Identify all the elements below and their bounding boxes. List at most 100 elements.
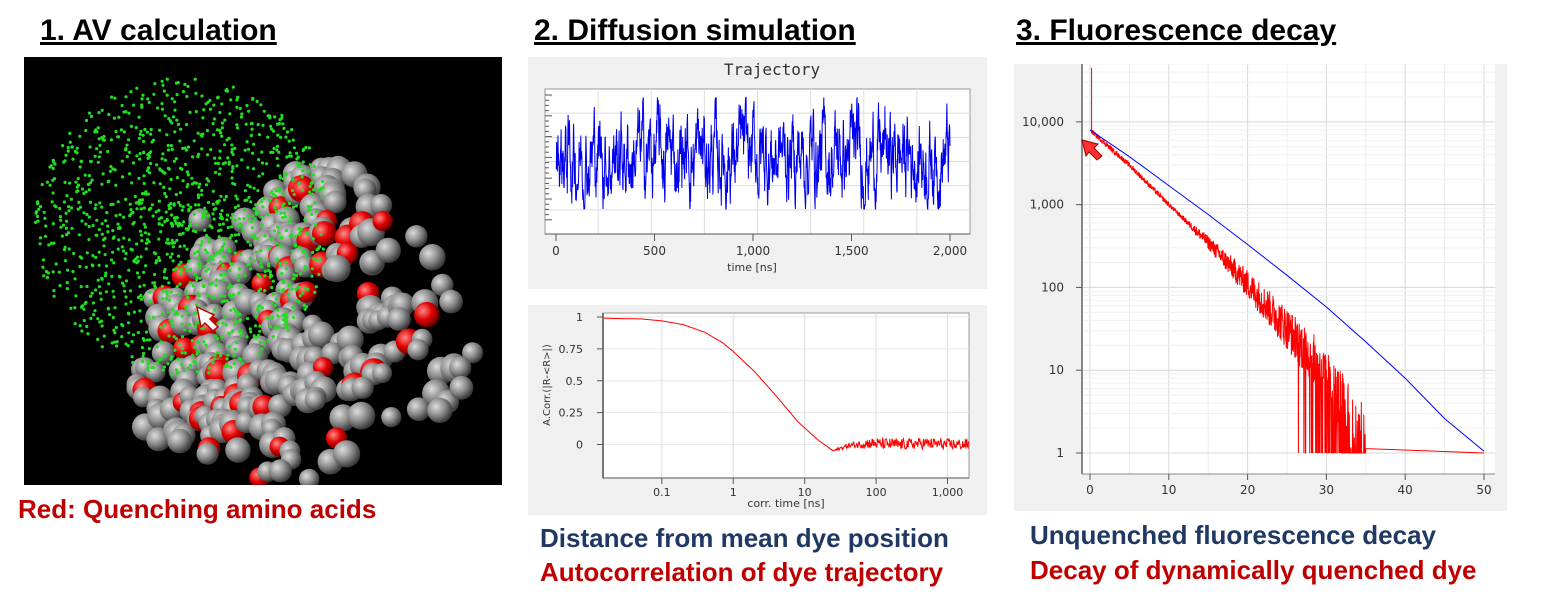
dye-position-dot	[89, 159, 93, 164]
dye-position-dot	[89, 316, 93, 320]
heading-diffusion-simulation: 2. Diffusion simulation	[534, 14, 856, 47]
dye-position-dot	[275, 144, 280, 148]
dye-position-dot	[164, 241, 169, 245]
dye-position-dot	[305, 231, 309, 235]
dye-position-dot	[68, 181, 72, 185]
dye-position-dot	[73, 277, 77, 281]
dye-position-dot	[175, 118, 179, 122]
dye-position-dot	[194, 91, 198, 95]
protein-atom	[276, 264, 297, 285]
dye-position-dot	[109, 138, 113, 142]
dye-position-dot	[301, 291, 305, 295]
dye-position-dot	[231, 152, 235, 156]
dye-position-arrow	[195, 305, 220, 333]
dye-position-dot	[261, 172, 265, 176]
dye-position-dot	[185, 247, 189, 251]
dye-position-dot	[89, 294, 93, 298]
dye-position-dot	[161, 152, 165, 156]
dye-position-dot	[295, 151, 299, 155]
dye-position-dot	[188, 281, 192, 285]
dye-position-dot	[172, 115, 176, 119]
dye-position-dot	[306, 169, 310, 173]
dye-position-dot	[247, 109, 251, 113]
dye-position-dot	[147, 100, 151, 104]
dye-position-dot	[146, 315, 151, 319]
dye-position-dot	[163, 323, 167, 327]
dye-position-dot	[180, 335, 184, 339]
dye-position-dot	[152, 181, 156, 185]
dye-position-dot	[169, 202, 173, 206]
dye-position-dot	[283, 215, 287, 219]
dye-position-dot	[166, 148, 171, 152]
protein-atom	[333, 440, 361, 468]
dye-position-dot	[306, 287, 310, 291]
dye-position-dot	[236, 224, 240, 228]
dye-position-dot	[155, 259, 159, 263]
dye-position-dot	[90, 178, 94, 182]
dye-position-dot	[185, 185, 189, 189]
autocorrelation-ytick-label: 1	[576, 311, 583, 324]
dye-position-dot	[142, 283, 146, 287]
dye-position-dot	[141, 354, 145, 358]
fluorescence-xtick-label: 0	[1086, 483, 1094, 497]
dye-position-dot	[44, 234, 48, 238]
fluorescence-plot-area	[1082, 64, 1495, 474]
dye-position-dot	[116, 222, 120, 226]
dye-position-dot	[129, 208, 133, 212]
dye-position-dot	[172, 335, 176, 339]
dye-position-dot	[58, 215, 63, 219]
dye-position-dot	[64, 153, 68, 157]
dye-position-dot	[197, 203, 201, 207]
dye-position-dot	[219, 354, 223, 358]
dye-position-dot	[281, 177, 285, 181]
dye-position-dot	[108, 313, 112, 317]
dye-position-dot	[116, 135, 121, 139]
dye-position-dot	[174, 337, 178, 341]
dye-position-dot	[82, 211, 86, 215]
dye-position-dot	[99, 297, 103, 301]
dye-position-dot	[183, 328, 187, 332]
dye-position-dot	[165, 292, 169, 296]
dye-position-dot	[134, 201, 138, 205]
dye-position-dot	[143, 225, 147, 229]
protein-atom	[449, 375, 474, 400]
dye-position-dot	[51, 222, 55, 226]
dye-position-dot	[285, 130, 290, 134]
dye-position-dot	[313, 290, 317, 294]
dye-position-dot	[192, 360, 196, 364]
dye-position-dot	[249, 200, 253, 204]
dye-position-dot	[63, 259, 68, 263]
dye-position-dot	[219, 215, 224, 219]
dye-position-dot	[179, 362, 184, 366]
fluorescence-decay-chart-panel: 10,000 1,000 100 10 1 0 10 20 30 40 50	[1014, 63, 1507, 511]
dye-position-dot	[236, 278, 241, 283]
dye-position-dot	[146, 192, 150, 196]
protein-atom	[462, 342, 484, 364]
dye-position-dot	[122, 130, 126, 134]
dye-position-dot	[297, 181, 301, 185]
dye-position-dot	[278, 261, 282, 265]
dye-position-dot	[48, 165, 52, 169]
dye-position-dot	[200, 94, 204, 98]
dye-position-dot	[173, 312, 177, 316]
dye-position-dot	[213, 353, 217, 357]
dye-position-dot	[38, 236, 43, 240]
dye-position-dot	[292, 259, 296, 263]
dye-position-dot	[127, 321, 131, 325]
dye-position-dot	[217, 235, 221, 239]
dye-position-dot	[144, 247, 148, 251]
dye-position-dot	[225, 87, 229, 92]
dye-position-dot	[277, 150, 281, 154]
dye-position-dot	[141, 93, 145, 97]
dye-position-dot	[253, 217, 257, 221]
dye-position-dot	[230, 329, 235, 333]
dye-position-dot	[310, 192, 315, 196]
dye-position-dot	[254, 203, 258, 207]
protein-atom	[387, 307, 411, 331]
dye-position-dot	[130, 181, 134, 185]
dye-position-dot	[142, 295, 146, 299]
dye-position-dot	[125, 155, 129, 159]
dye-position-dot	[189, 205, 193, 209]
dye-position-dot	[225, 138, 229, 142]
dye-position-dot	[96, 337, 100, 341]
